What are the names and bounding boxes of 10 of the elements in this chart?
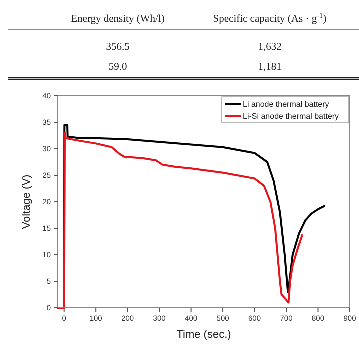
legend-label: Li anode thermal battery	[243, 100, 330, 109]
x-axis-title: Time (sec.)	[176, 329, 232, 341]
text: 1,632	[258, 42, 282, 53]
text: Specific capacity (As · g$^{-1}$)	[213, 10, 328, 25]
text: 59.0	[108, 62, 128, 73]
text: 356.5	[106, 42, 130, 53]
y-axis-title: Voltage (V)	[21, 174, 33, 230]
text: 1,181	[258, 62, 282, 73]
text: Energy density (Wh/l)	[71, 14, 166, 25]
legend-label: Li-Si anode thermal battery	[243, 112, 340, 121]
